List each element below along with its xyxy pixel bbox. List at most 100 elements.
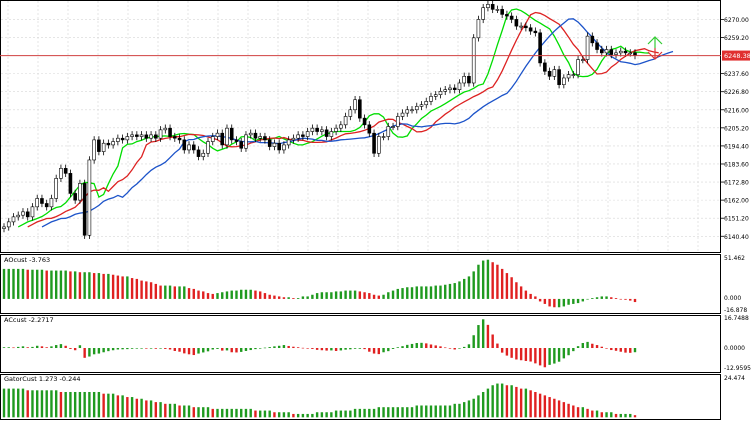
ac-bar: [36, 345, 39, 349]
ao-bar: [505, 273, 509, 299]
ac-bar: [145, 348, 148, 349]
ao-bar: [107, 273, 110, 299]
candle: [514, 15, 519, 30]
candle-body: [63, 168, 68, 174]
ac-bar: [282, 345, 286, 349]
current-price-badge: [722, 50, 750, 61]
gator-bar: [439, 405, 442, 418]
ac-bar: [610, 348, 613, 351]
candle: [244, 131, 248, 152]
gator-bar: [206, 407, 210, 418]
gator-bar: [334, 410, 338, 418]
candle-body: [206, 141, 210, 154]
gator-bar: [235, 408, 238, 418]
ao-bar: [515, 282, 518, 299]
ao-bar: [121, 276, 124, 299]
gator-bar: [111, 393, 115, 418]
ao-bar: [69, 271, 72, 299]
ac-bar: [2, 347, 6, 349]
ao-bar: [45, 270, 48, 299]
candle: [135, 131, 139, 141]
candle-body: [154, 134, 158, 139]
candle: [438, 87, 443, 99]
lips-line: [17, 8, 650, 228]
ac-bar: [40, 346, 44, 349]
gator-bar: [358, 408, 362, 418]
candle-body: [433, 94, 438, 97]
candle: [334, 124, 338, 136]
up-arrow-icon: [647, 36, 663, 48]
ao-bar: [368, 293, 371, 299]
candle-body: [528, 27, 533, 32]
ao-bar: [349, 290, 352, 299]
candle: [509, 12, 514, 24]
candle: [476, 15, 481, 42]
price-tick-label: 6237.60: [724, 71, 749, 78]
candle: [286, 136, 291, 149]
gator-bar: [477, 395, 480, 418]
candle-body: [54, 178, 58, 199]
gator-bar: [529, 390, 532, 418]
gator-bar: [415, 405, 418, 418]
candle-body: [353, 99, 357, 111]
ao-bar: [111, 274, 115, 299]
candle-body: [210, 136, 215, 142]
ac-bar: [225, 348, 229, 351]
candle-body: [419, 104, 424, 107]
ao-bar: [83, 272, 86, 299]
ao-bar: [358, 291, 362, 299]
candle: [386, 122, 391, 141]
candle-body: [429, 96, 433, 102]
ac-bar: [439, 346, 442, 349]
ac-bar: [353, 348, 357, 349]
candle: [500, 5, 504, 19]
ao-bar: [600, 296, 603, 299]
gator-bar: [330, 412, 333, 418]
ac-bar: [481, 319, 485, 349]
ao-bar: [73, 271, 77, 299]
ao-bar: [477, 264, 480, 299]
ao-bar: [372, 294, 376, 299]
candle: [339, 121, 343, 132]
candle-body: [590, 35, 595, 44]
candle-body: [486, 4, 490, 8]
candle-body: [334, 127, 338, 132]
ao-bar: [458, 281, 461, 299]
candle: [263, 132, 267, 144]
ac-bar: [121, 348, 124, 350]
ac-bar: [619, 348, 622, 352]
ac-bar: [557, 348, 561, 362]
ac-bar: [268, 347, 271, 349]
candle: [172, 132, 177, 142]
ao-bar: [97, 273, 101, 299]
ao-scale-zero: 0.000: [724, 295, 741, 302]
gator-bar: [202, 407, 205, 418]
ac-bar: [235, 348, 238, 353]
ac-bar: [567, 348, 570, 356]
gator-bar: [78, 391, 82, 418]
gator-bar: [553, 398, 556, 418]
gator-bar: [254, 410, 257, 418]
ao-bar: [448, 283, 452, 299]
candle-body: [163, 127, 168, 131]
gator-bar: [519, 388, 523, 418]
candle: [433, 91, 438, 101]
candle: [519, 22, 523, 30]
gator-bar: [463, 402, 466, 418]
gator-bar: [576, 407, 580, 418]
ao-bar: [481, 260, 485, 299]
gator-bar: [59, 391, 63, 418]
ao-bar: [64, 270, 67, 299]
teeth-line: [27, 11, 659, 228]
ac-bar: [415, 343, 418, 349]
gator-bar: [183, 405, 186, 418]
ac-bar: [92, 348, 96, 355]
ao-bar: [178, 286, 181, 299]
gator-bar: [382, 407, 385, 418]
ac-bar: [524, 348, 528, 361]
candle-body: [30, 206, 35, 218]
candle: [448, 84, 452, 94]
candle: [471, 34, 476, 87]
ao-bar: [548, 298, 551, 307]
ao-bar: [429, 286, 433, 299]
